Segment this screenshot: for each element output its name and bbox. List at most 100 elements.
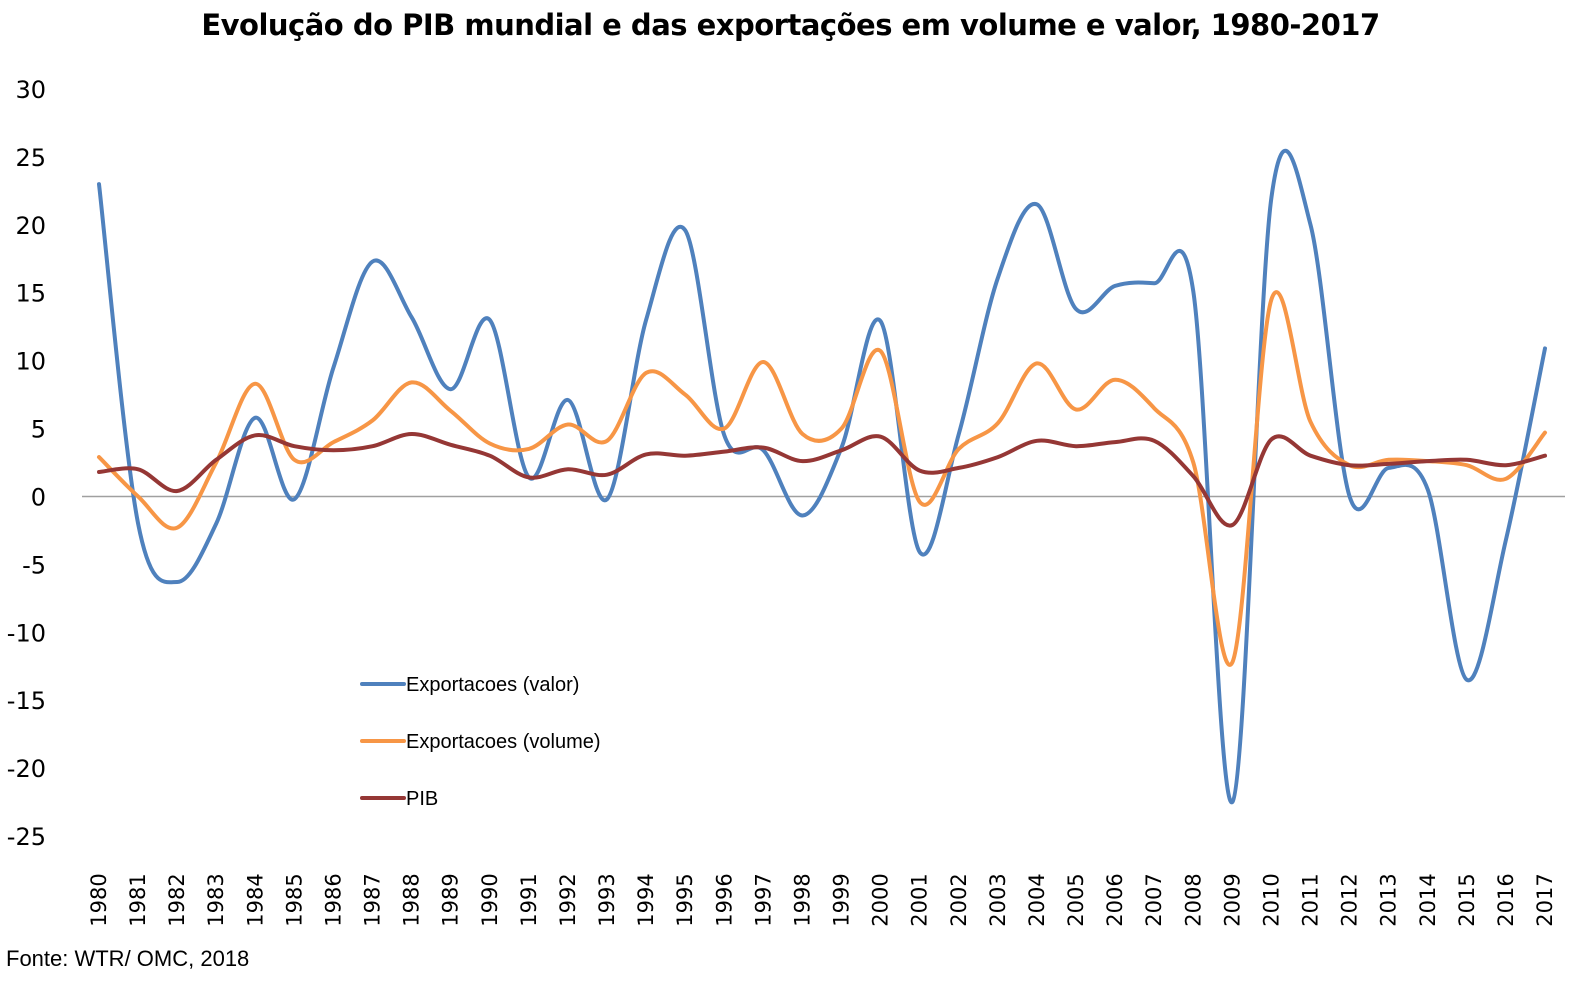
data-point-exportacoes-valor-1980 [96,181,102,187]
data-point-exportacoes-volume-1991 [526,446,532,452]
data-point-exportacoes-volume-2002 [956,446,962,452]
chart-title: Evolução do PIB mundial e das exportaçõe… [201,8,1380,42]
data-point-exportacoes-volume-2008 [1190,460,1196,466]
series-pib [96,431,1548,528]
series-exportacoes-valor [96,148,1547,805]
data-point-exportacoes-valor-1981 [135,521,141,527]
y-tick-label: 30 [15,76,46,104]
x-axis: 1980 1981 1982 1983 1984 1985 1986 1987 1988 1989… [87,873,1557,926]
data-point-exportacoes-volume-2001 [917,499,923,505]
legend-label-exportacoes-valor: Exportacoes (valor) [406,674,579,696]
data-point-pib-1994 [643,451,649,457]
x-tick-label: 1991 [517,873,541,926]
data-point-pib-2015 [1464,457,1470,463]
x-tick-label: 2005 [1064,873,1088,926]
y-tick-label: -15 [7,687,46,715]
data-point-pib-1999 [839,447,845,453]
x-tick-label: 1981 [126,873,150,926]
data-point-exportacoes-volume-2004 [1034,360,1040,366]
x-tick-label: 2014 [1416,873,1440,926]
data-point-exportacoes-valor-1982 [174,579,180,585]
data-point-exportacoes-volume-2016 [1503,476,1509,482]
data-point-pib-1982 [174,488,180,494]
data-point-exportacoes-valor-1994 [643,317,649,323]
data-point-exportacoes-valor-2002 [956,431,962,437]
x-tick-label: 1982 [165,873,189,926]
x-tick-label: 2002 [947,873,971,926]
x-tick-label: 2009 [1220,873,1244,926]
data-point-exportacoes-valor-1996 [721,432,727,438]
data-point-exportacoes-valor-2005 [1073,306,1079,312]
data-point-exportacoes-volume-2007 [1151,405,1157,411]
data-point-pib-2003 [995,454,1001,460]
legend-item-exportacoes-valor: Exportacoes (valor) [360,674,579,696]
legend: Exportacoes (valor) Exportacoes (volume) P… [360,674,601,810]
data-point-exportacoes-valor-2007 [1151,280,1157,286]
data-point-exportacoes-valor-1998 [800,513,806,519]
data-point-exportacoes-valor-1992 [565,397,571,403]
y-axis: 30 25 20 15 10 5 0 -5 -10 -15 -20 -25 [7,76,46,851]
data-point-pib-1993 [604,472,610,478]
data-point-exportacoes-volume-1995 [682,392,688,398]
series-line-exportacoes-valor [97,148,1547,805]
x-tick-label: 2000 [869,873,893,926]
data-point-exportacoes-volume-2010 [1268,297,1274,303]
data-point-pib-2000 [878,434,884,440]
data-point-exportacoes-volume-1993 [604,438,610,444]
data-point-pib-1983 [213,457,219,463]
data-point-pib-2017 [1542,453,1548,459]
data-point-pib-1997 [760,445,766,451]
y-tick-label: 15 [15,280,46,308]
legend-label-pib: PIB [406,788,438,810]
y-tick-label: -5 [22,551,46,579]
x-tick-label: 2007 [1142,873,1166,926]
data-point-exportacoes-volume-1986 [331,439,337,445]
data-point-pib-2008 [1190,473,1196,479]
legend-label-exportacoes-volume: Exportacoes (volume) [406,731,601,753]
data-point-exportacoes-volume-1998 [800,431,806,437]
data-point-exportacoes-volume-2009 [1229,659,1235,665]
y-tick-label: 0 [31,483,46,511]
x-tick-label: 1997 [751,873,775,926]
source-note: Fonte: WTR/ OMC, 2018 [6,946,250,971]
data-point-exportacoes-valor-2011 [1308,222,1314,228]
data-point-exportacoes-volume-1988 [409,379,415,385]
data-point-exportacoes-volume-2000 [878,348,884,354]
data-point-pib-2005 [1073,443,1079,449]
x-tick-label: 1990 [478,873,502,926]
data-point-exportacoes-volume-1989 [448,408,454,414]
data-point-pib-1992 [565,466,571,472]
data-point-exportacoes-valor-2006 [1112,283,1118,289]
y-tick-label: 5 [31,416,46,444]
data-point-exportacoes-volume-2003 [995,420,1001,426]
data-point-exportacoes-volume-1985 [291,457,297,463]
x-tick-label: 2010 [1259,873,1283,926]
data-point-pib-1988 [409,431,415,437]
x-tick-label: 2012 [1338,873,1362,926]
x-tick-label: 2013 [1377,873,1401,926]
data-point-pib-1980 [96,469,102,475]
data-point-pib-2009 [1229,522,1235,528]
data-point-pib-2010 [1268,436,1274,442]
data-point-exportacoes-valor-1990 [487,317,493,323]
data-point-pib-1998 [800,458,806,464]
x-tick-label: 2008 [1181,873,1205,926]
x-tick-label: 2006 [1103,873,1127,926]
data-point-exportacoes-valor-1988 [409,314,415,320]
data-point-exportacoes-valor-1984 [252,415,258,421]
y-tick-label: 20 [15,212,46,240]
data-point-pib-2013 [1386,461,1392,467]
data-point-exportacoes-volume-2006 [1112,377,1118,383]
data-point-exportacoes-valor-2014 [1425,487,1431,493]
data-point-exportacoes-volume-2015 [1464,462,1470,468]
x-tick-label: 2003 [986,873,1010,926]
data-point-exportacoes-volume-2005 [1073,407,1079,413]
data-point-exportacoes-valor-1987 [370,259,376,265]
data-point-pib-1985 [291,443,297,449]
data-point-pib-2004 [1034,438,1040,444]
data-point-exportacoes-volume-1990 [487,441,493,447]
data-point-pib-1989 [448,442,454,448]
data-point-exportacoes-volume-1982 [174,525,180,531]
data-point-exportacoes-volume-1980 [96,454,102,460]
